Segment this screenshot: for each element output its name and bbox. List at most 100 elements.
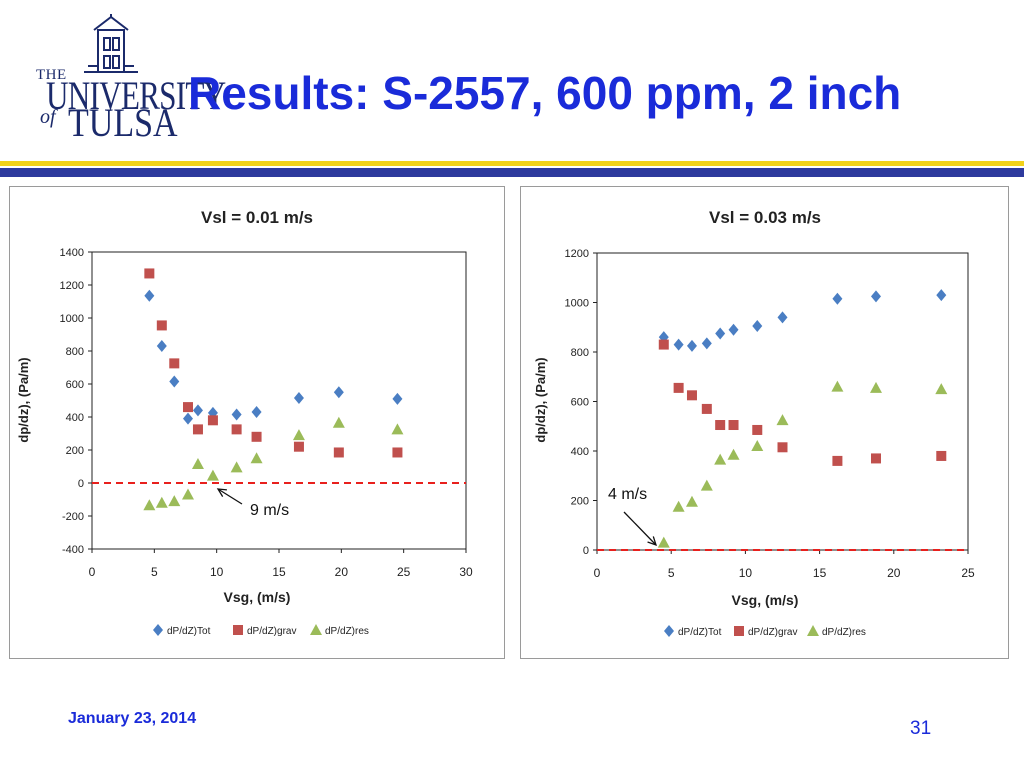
y-tick-label: 200 [571, 496, 589, 508]
data-point-diamond [870, 290, 881, 303]
chart-panel-vsl-001: Vsl = 0.01 m/s -400 -200 0 200 400 600 800 1000 1… [9, 186, 505, 659]
data-point-triangle [168, 495, 181, 507]
y-tick-label: 1200 [565, 248, 589, 260]
x-tick-label: 5 [668, 566, 675, 580]
data-point-square [701, 403, 712, 414]
legend-label: dP/dZ)Tot [167, 626, 211, 637]
logo-tower-graphic [84, 14, 138, 73]
y-tick-label: 1400 [60, 247, 84, 259]
data-point-square [832, 455, 843, 466]
legend-item: dP/dZ)Tot [664, 625, 722, 638]
annotation-arrow [217, 488, 243, 505]
annotation-arrowhead [647, 536, 658, 547]
data-point-square [870, 453, 881, 464]
data-point-diamond [715, 327, 726, 340]
legend-item: dP/dZ)Tot [153, 624, 211, 637]
data-point-square [715, 420, 726, 431]
y-tick-label: 600 [571, 397, 589, 409]
legend-marker-square [233, 625, 243, 635]
data-point-square [169, 358, 180, 369]
y-tick-label: 400 [571, 446, 589, 458]
data-point-triangle [143, 499, 156, 511]
legend-marker-triangle [310, 624, 322, 635]
y-tick-label: 1000 [60, 313, 84, 325]
data-point-triangle [292, 429, 305, 441]
annotation-arrowhead [216, 488, 227, 497]
annotation-label: 9 m/s [250, 502, 289, 519]
annotation-label: 4 m/s [608, 486, 647, 503]
annotation-arrow [623, 511, 657, 546]
data-point-diamond [192, 404, 203, 417]
x-axis-label: Vsg, (m/s) [224, 589, 291, 605]
data-point-diamond [832, 292, 843, 305]
data-point-diamond [701, 337, 712, 350]
series-square [144, 268, 403, 458]
page-number: 31 [910, 718, 932, 739]
data-point-diamond [686, 339, 697, 352]
data-point-triangle [391, 423, 404, 435]
series-triangle [143, 416, 404, 511]
y-tick-label: 800 [66, 346, 84, 358]
y-tick-label: 0 [78, 478, 84, 490]
data-point-square [673, 382, 684, 393]
data-point-diamond [936, 289, 947, 302]
legend-label: dP/dZ)res [822, 627, 866, 638]
footer-date: January 23, 2014 [68, 710, 197, 727]
data-point-diamond [251, 406, 262, 419]
x-tick-label: 0 [89, 565, 96, 579]
y-tick-label: 400 [66, 412, 84, 424]
legend-marker-square [734, 626, 744, 636]
x-tick-label: 10 [739, 566, 753, 580]
slide-title: Results: S-2557, 600 ppm, 2 inch [188, 67, 902, 119]
data-point-diamond [673, 338, 684, 351]
legend-marker-diamond [153, 624, 163, 636]
header-rule-blue [0, 168, 1024, 177]
x-tick-label: 30 [459, 565, 473, 579]
chart-title: Vsl = 0.03 m/s [709, 208, 821, 227]
data-point-triangle [831, 380, 844, 392]
y-tick-label: -200 [62, 511, 84, 523]
data-point-square [251, 431, 262, 442]
data-point-diamond [156, 340, 167, 353]
data-point-triangle [935, 383, 948, 395]
university-logo: THE UNIVERSITY of TULSA [28, 14, 226, 145]
x-tick-label: 5 [151, 565, 158, 579]
data-point-triangle [869, 381, 882, 393]
data-point-triangle [191, 458, 204, 470]
data-point-triangle [700, 479, 713, 491]
data-point-square [936, 450, 947, 461]
data-point-triangle [685, 495, 698, 507]
data-point-square [144, 268, 155, 279]
data-point-square [777, 442, 788, 453]
data-point-square [658, 339, 669, 350]
data-point-triangle [672, 500, 685, 512]
legend-marker-triangle [807, 625, 819, 636]
data-point-triangle [657, 536, 670, 548]
data-point-diamond [182, 412, 193, 425]
series-diamond [658, 289, 947, 352]
chart-vsl-003: Vsl = 0.03 m/s 0 200 400 600 800 1000 1200 0 5 10 1… [533, 208, 975, 638]
data-point-square [293, 441, 304, 452]
legend-marker-diamond [664, 625, 674, 637]
data-point-square [182, 402, 193, 413]
x-tick-label: 15 [272, 565, 286, 579]
x-tick-label: 10 [210, 565, 224, 579]
data-point-triangle [332, 416, 345, 428]
header-rule-yellow [0, 161, 1024, 166]
data-point-triangle [727, 448, 740, 460]
logo-text-of: of [40, 106, 56, 128]
data-point-triangle [714, 453, 727, 465]
y-axis-label: dp/dz), (Pa/m) [16, 357, 31, 442]
data-point-triangle [751, 440, 764, 452]
y-tick-label: 1200 [60, 280, 84, 292]
chart-title: Vsl = 0.01 m/s [201, 208, 313, 227]
x-tick-label: 25 [961, 566, 975, 580]
data-point-square [728, 420, 739, 431]
series-triangle [657, 380, 948, 548]
data-point-triangle [181, 488, 194, 500]
data-point-triangle [206, 469, 219, 481]
data-point-diamond [293, 392, 304, 405]
legend-item: dP/dZ)res [807, 625, 866, 638]
x-axis-label: Vsg, (m/s) [732, 592, 799, 608]
y-tick-label: 200 [66, 445, 84, 457]
